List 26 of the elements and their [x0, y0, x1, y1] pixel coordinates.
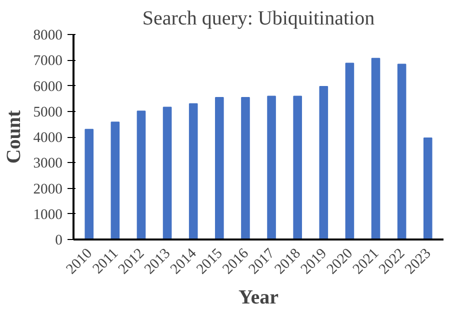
- y-axis-title: Count: [3, 110, 26, 164]
- bar: [110, 122, 120, 240]
- y-tick-label: 4000: [33, 130, 62, 146]
- y-tick-label: 3000: [33, 156, 62, 172]
- chart-title: Search query: Ubiquitination: [142, 8, 375, 30]
- bar: [188, 103, 198, 240]
- bar: [136, 110, 146, 240]
- bar: [267, 96, 276, 240]
- bar: [371, 58, 380, 240]
- bar: [241, 97, 250, 240]
- y-tick-label: 0: [55, 232, 62, 248]
- bar: [345, 62, 354, 240]
- bar: [293, 96, 302, 240]
- x-axis-title: Year: [238, 286, 279, 308]
- bar: [215, 97, 224, 240]
- y-tick-label: 8000: [33, 28, 62, 44]
- y-tick-label: 7000: [33, 53, 62, 70]
- y-tick-label: 2000: [33, 181, 62, 198]
- bar: [162, 106, 172, 240]
- y-tick-label: 6000: [33, 78, 62, 95]
- bar: [397, 64, 406, 240]
- bar: [84, 128, 94, 240]
- y-tick-label: 1000: [33, 206, 62, 223]
- y-tick-label: 5000: [33, 104, 62, 120]
- bar: [319, 86, 328, 240]
- bar: [423, 138, 432, 240]
